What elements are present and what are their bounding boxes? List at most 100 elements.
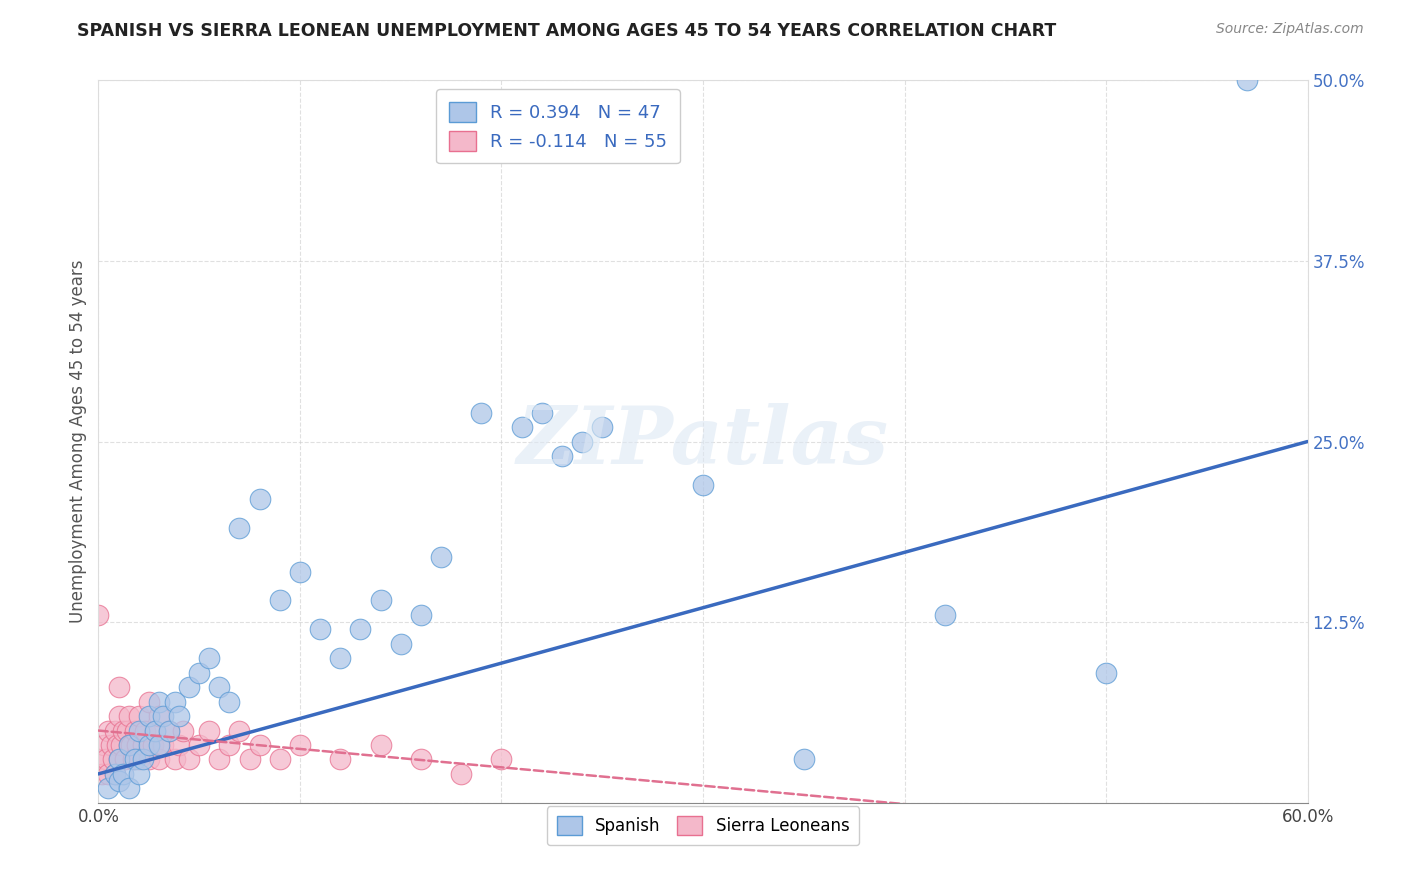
Point [370, 738, 392, 752]
Point [249, 738, 271, 752]
Point [148, 738, 170, 752]
Point [118, 709, 141, 723]
Point [124, 723, 146, 738]
Point [128, 752, 150, 766]
Point [269, 593, 291, 607]
Point [128, 723, 150, 738]
Point [793, 752, 815, 766]
Point [470, 406, 492, 420]
Point [118, 738, 141, 752]
Point [167, 709, 190, 723]
Point [329, 752, 352, 766]
Point [172, 723, 194, 738]
Point [934, 607, 956, 622]
Point [93, 738, 115, 752]
Point [288, 738, 311, 752]
Point [107, 752, 129, 766]
Point [118, 738, 141, 752]
Point [167, 738, 190, 752]
Point [97, 781, 120, 796]
Point [249, 492, 271, 507]
Point [107, 752, 129, 766]
Point [409, 752, 432, 766]
Point [91, 767, 114, 781]
Text: SPANISH VS SIERRA LEONEAN UNEMPLOYMENT AMONG AGES 45 TO 54 YEARS CORRELATION CHA: SPANISH VS SIERRA LEONEAN UNEMPLOYMENT A… [77, 22, 1056, 40]
Point [228, 723, 250, 738]
Point [218, 695, 240, 709]
Point [329, 651, 352, 665]
Point [692, 478, 714, 492]
Point [87, 607, 110, 622]
Point [188, 665, 211, 680]
Point [1236, 73, 1258, 87]
Point [121, 752, 143, 766]
Point [571, 434, 593, 449]
Y-axis label: Unemployment Among Ages 45 to 54 years: Unemployment Among Ages 45 to 54 years [69, 260, 87, 624]
Point [409, 607, 432, 622]
Point [349, 623, 371, 637]
Point [96, 752, 118, 766]
Point [198, 723, 221, 738]
Point [125, 738, 148, 752]
Point [591, 420, 613, 434]
Point [128, 709, 150, 723]
Point [114, 752, 136, 766]
Point [107, 709, 129, 723]
Point [309, 623, 332, 637]
Point [188, 738, 211, 752]
Point [530, 406, 553, 420]
Point [132, 738, 155, 752]
Point [97, 767, 120, 781]
Point [148, 695, 170, 709]
Point [134, 723, 156, 738]
Point [138, 738, 160, 752]
Point [132, 752, 155, 766]
Point [228, 521, 250, 535]
Point [163, 752, 186, 766]
Point [370, 593, 392, 607]
Point [152, 709, 174, 723]
Point [138, 752, 160, 766]
Point [450, 767, 472, 781]
Point [138, 695, 160, 709]
Point [179, 680, 201, 694]
Point [143, 723, 166, 738]
Point [148, 709, 170, 723]
Point [111, 723, 134, 738]
Point [97, 723, 120, 738]
Point [120, 738, 142, 752]
Point [288, 565, 311, 579]
Text: ZIPatlas: ZIPatlas [517, 403, 889, 480]
Point [87, 752, 110, 766]
Point [152, 738, 174, 752]
Point [551, 449, 574, 463]
Point [389, 637, 412, 651]
Point [198, 651, 221, 665]
Point [148, 752, 170, 766]
Point [103, 767, 125, 781]
Point [138, 709, 160, 723]
Point [118, 781, 141, 796]
Legend: Spanish, Sierra Leoneans: Spanish, Sierra Leoneans [547, 806, 859, 845]
Point [107, 774, 129, 789]
Point [100, 738, 122, 752]
Point [1095, 665, 1118, 680]
Point [103, 723, 125, 738]
Point [124, 752, 146, 766]
Text: Source: ZipAtlas.com: Source: ZipAtlas.com [1216, 22, 1364, 37]
Point [163, 695, 186, 709]
Point [111, 767, 134, 781]
Point [115, 723, 138, 738]
Point [157, 723, 180, 738]
Point [157, 723, 180, 738]
Point [142, 738, 165, 752]
Point [179, 752, 201, 766]
Point [208, 752, 231, 766]
Point [110, 738, 132, 752]
Point [491, 752, 513, 766]
Point [143, 723, 166, 738]
Point [269, 752, 291, 766]
Point [101, 752, 124, 766]
Point [208, 680, 231, 694]
Point [218, 738, 240, 752]
